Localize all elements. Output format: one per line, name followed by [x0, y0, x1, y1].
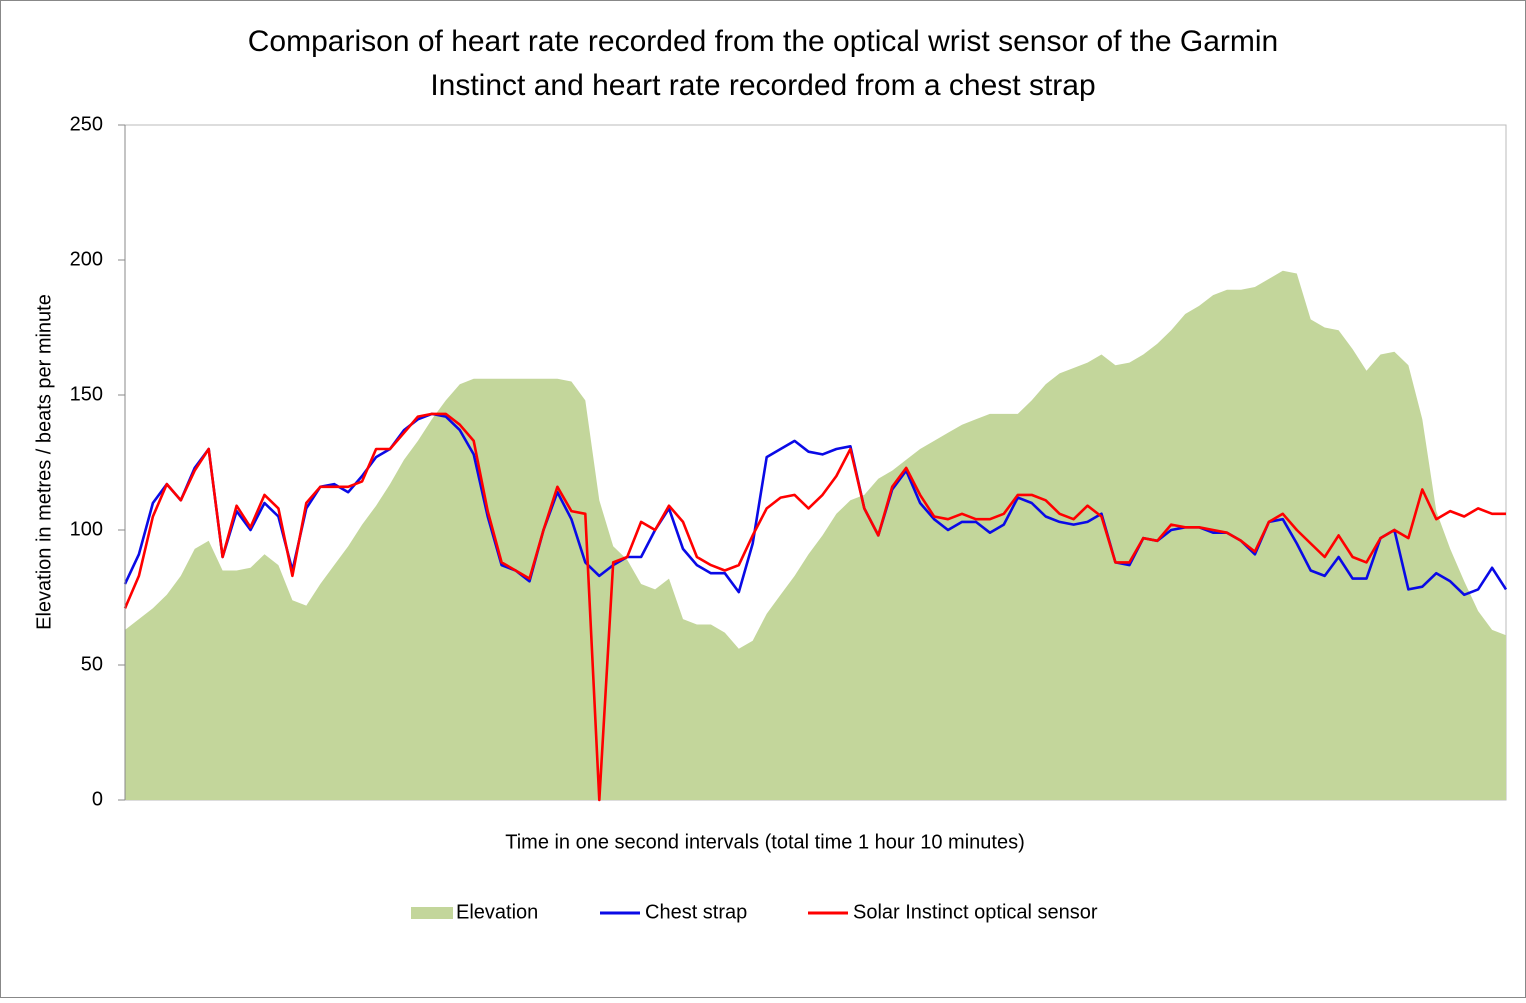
chart-title: Comparison of heart rate recorded from t…	[248, 25, 1278, 102]
legend-label: Solar Instinct optical sensor	[853, 901, 1098, 923]
y-axis-title: Elevation in metres / beats per minute	[33, 294, 55, 630]
y-tick-label: 0	[92, 788, 103, 810]
legend-label: Elevation	[456, 901, 538, 923]
legend-label: Chest strap	[645, 901, 747, 923]
y-tick-label: 250	[70, 113, 103, 135]
x-axis-title: Time in one second intervals (total time…	[505, 831, 1025, 853]
y-tick-label: 200	[70, 248, 103, 270]
hr-line	[123, 412, 1506, 802]
y-tick-label: 150	[70, 383, 103, 405]
elevation-area	[125, 270, 1506, 800]
legend-swatch	[411, 907, 453, 919]
y-tick-label: 100	[70, 518, 103, 540]
y-tick-label: 50	[81, 653, 103, 675]
